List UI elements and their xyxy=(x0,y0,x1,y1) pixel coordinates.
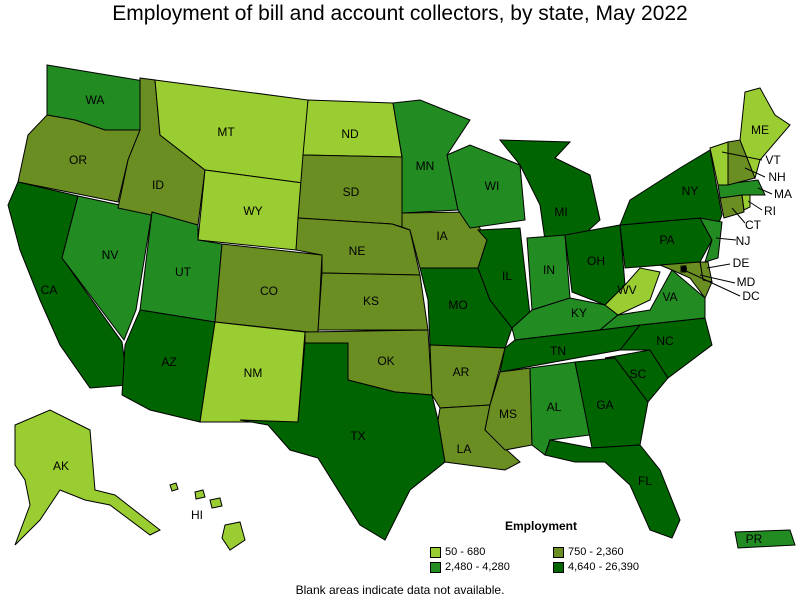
legend-label-bin-0: 50 - 680 xyxy=(445,546,486,558)
label-PR: PR xyxy=(746,532,763,546)
state-GA[interactable] xyxy=(574,357,649,449)
label-WA: WA xyxy=(86,93,105,107)
label-NH: NH xyxy=(768,170,785,184)
state-IL[interactable] xyxy=(476,227,531,329)
label-MT: MT xyxy=(217,125,235,139)
label-CA: CA xyxy=(41,283,58,297)
label-CT: CT xyxy=(745,218,762,232)
label-IN: IN xyxy=(543,263,555,277)
label-PA: PA xyxy=(659,233,674,247)
leader-NJ xyxy=(715,237,737,241)
label-DE: DE xyxy=(733,256,750,270)
state-WI[interactable] xyxy=(446,144,526,229)
label-SD: SD xyxy=(343,185,360,199)
label-FL: FL xyxy=(638,474,652,488)
state-AK[interactable] xyxy=(14,409,161,546)
label-OH: OH xyxy=(587,254,605,268)
label-MD: MD xyxy=(737,275,756,289)
leader-DC xyxy=(683,269,741,297)
label-AZ: AZ xyxy=(161,355,176,369)
label-UT: UT xyxy=(175,265,192,279)
label-WV: WV xyxy=(617,283,636,297)
legend-label-bin-2: 2,480 - 4,280 xyxy=(445,561,510,573)
dc-marker xyxy=(681,266,687,272)
label-GA: GA xyxy=(596,398,613,412)
label-MI: MI xyxy=(554,205,567,219)
label-AR: AR xyxy=(453,365,470,379)
label-TX: TX xyxy=(350,429,365,443)
label-TN: TN xyxy=(550,344,566,358)
label-KS: KS xyxy=(363,294,379,308)
label-HI: HI xyxy=(191,508,203,522)
label-NV: NV xyxy=(102,248,119,262)
label-ND: ND xyxy=(341,127,359,141)
legend-swatch-bin-0 xyxy=(430,546,441,558)
legend-item-bin-1: 750 - 2,360 xyxy=(553,546,624,558)
label-OK: OK xyxy=(377,354,394,368)
label-NE: NE xyxy=(349,244,366,258)
label-VA: VA xyxy=(662,290,677,304)
legend-item-bin-2: 2,480 - 4,280 xyxy=(430,561,510,573)
legend-label-bin-1: 750 - 2,360 xyxy=(568,546,624,558)
leader-DE xyxy=(706,263,731,269)
legend-swatch-bin-1 xyxy=(553,546,564,558)
state-PR[interactable] xyxy=(734,529,796,549)
label-IL: IL xyxy=(502,269,512,283)
legend-item-bin-3: 4,640 - 26,390 xyxy=(553,561,639,573)
label-MO: MO xyxy=(448,298,467,312)
label-AK: AK xyxy=(53,459,69,473)
label-AL: AL xyxy=(547,400,562,414)
label-NJ: NJ xyxy=(736,234,751,248)
label-MA: MA xyxy=(774,187,792,201)
legend-item-bin-0: 50 - 680 xyxy=(430,546,485,558)
label-CO: CO xyxy=(260,284,278,298)
leader-MA xyxy=(757,187,773,195)
state-TX[interactable] xyxy=(239,342,446,541)
label-MN: MN xyxy=(416,159,435,173)
leader-CT xyxy=(731,207,746,224)
label-WY: WY xyxy=(243,204,262,218)
label-SC: SC xyxy=(630,367,647,381)
state-HI[interactable] xyxy=(169,482,179,492)
state-MD[interactable] xyxy=(659,261,713,299)
label-RI: RI xyxy=(764,204,776,218)
state-FL[interactable] xyxy=(544,439,681,539)
map-title: Employment of bill and account collector… xyxy=(112,2,688,25)
label-DC: DC xyxy=(742,289,760,303)
state-HI[interactable] xyxy=(209,497,223,509)
label-LA: LA xyxy=(457,442,472,456)
leader-RI xyxy=(747,200,763,211)
state-CT[interactable] xyxy=(719,194,745,219)
label-NM: NM xyxy=(244,366,263,380)
state-NJ[interactable] xyxy=(699,217,723,263)
legend-label-bin-3: 4,640 - 26,390 xyxy=(568,561,639,573)
label-ID: ID xyxy=(152,178,164,192)
label-NC: NC xyxy=(656,334,674,348)
state-VA[interactable] xyxy=(598,269,706,331)
state-HI[interactable] xyxy=(221,521,246,551)
state-WV[interactable] xyxy=(604,267,661,316)
state-SC[interactable] xyxy=(604,349,669,403)
leader-NH xyxy=(744,167,766,178)
leader-VT xyxy=(721,151,763,161)
legend-swatch-bin-3 xyxy=(553,561,564,573)
label-IA: IA xyxy=(436,229,447,243)
state-ME[interactable] xyxy=(739,87,791,180)
label-VT: VT xyxy=(765,153,781,167)
label-WI: WI xyxy=(485,179,500,193)
state-RI[interactable] xyxy=(741,194,751,211)
legend-swatch-bin-2 xyxy=(430,561,441,573)
label-MS: MS xyxy=(499,407,517,421)
label-KY: KY xyxy=(571,306,587,320)
state-MI[interactable] xyxy=(498,139,601,241)
label-ME: ME xyxy=(751,123,769,137)
leader-MD xyxy=(699,274,736,284)
footnote: Blank areas indicate data not available. xyxy=(295,583,505,597)
state-HI[interactable] xyxy=(194,489,206,500)
label-OR: OR xyxy=(69,153,87,167)
legend-title: Employment xyxy=(505,519,578,533)
label-NY: NY xyxy=(682,184,699,198)
